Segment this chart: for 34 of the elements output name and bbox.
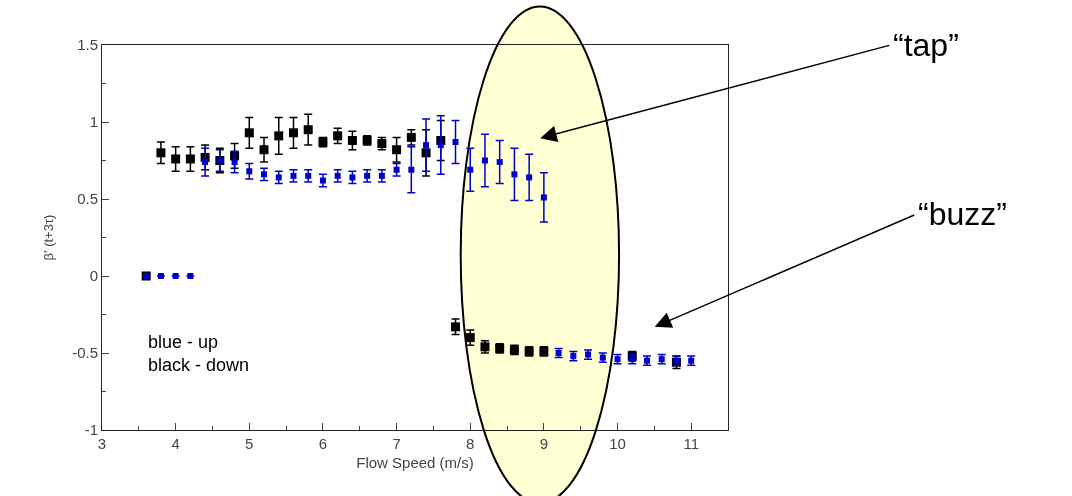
point [244, 128, 254, 138]
point [333, 131, 343, 141]
point [347, 135, 357, 145]
y-axis-title: β′ (t+3τ) [41, 214, 57, 261]
x-tick-label: 6 [318, 435, 328, 452]
point [392, 145, 402, 155]
y-tick-label: 1.5 [77, 36, 98, 54]
x-axis-title: Flow Speed (m/s) [356, 454, 474, 471]
point [171, 154, 181, 164]
x-tick-label: 5 [245, 435, 254, 452]
point [288, 128, 298, 138]
y-tick-label: 1 [89, 113, 98, 131]
x-tick-label: 4 [171, 435, 180, 452]
point [156, 148, 166, 158]
x-tick-label: 9 [539, 435, 549, 452]
y-tick-label: 0.5 [77, 190, 98, 208]
text: “buzz” [918, 196, 1007, 232]
x-tick-label: 8 [466, 435, 475, 452]
point [406, 132, 416, 142]
x-tick-label: 10 [609, 435, 626, 452]
point [465, 333, 475, 343]
point [274, 131, 284, 141]
y-tick-label: 0 [89, 267, 98, 285]
point [451, 322, 461, 332]
point [303, 125, 313, 135]
y-tick-label: -0.5 [72, 344, 98, 362]
x-tick-label: 11 [683, 435, 699, 452]
annotation: blue - up black - down [148, 332, 250, 376]
y-tick-label: -1 [84, 421, 98, 439]
text: “tap” [893, 27, 959, 63]
x-tick-label: 3 [97, 435, 107, 452]
x-tick-label: 7 [392, 435, 401, 452]
point [185, 154, 195, 164]
point [259, 145, 269, 155]
